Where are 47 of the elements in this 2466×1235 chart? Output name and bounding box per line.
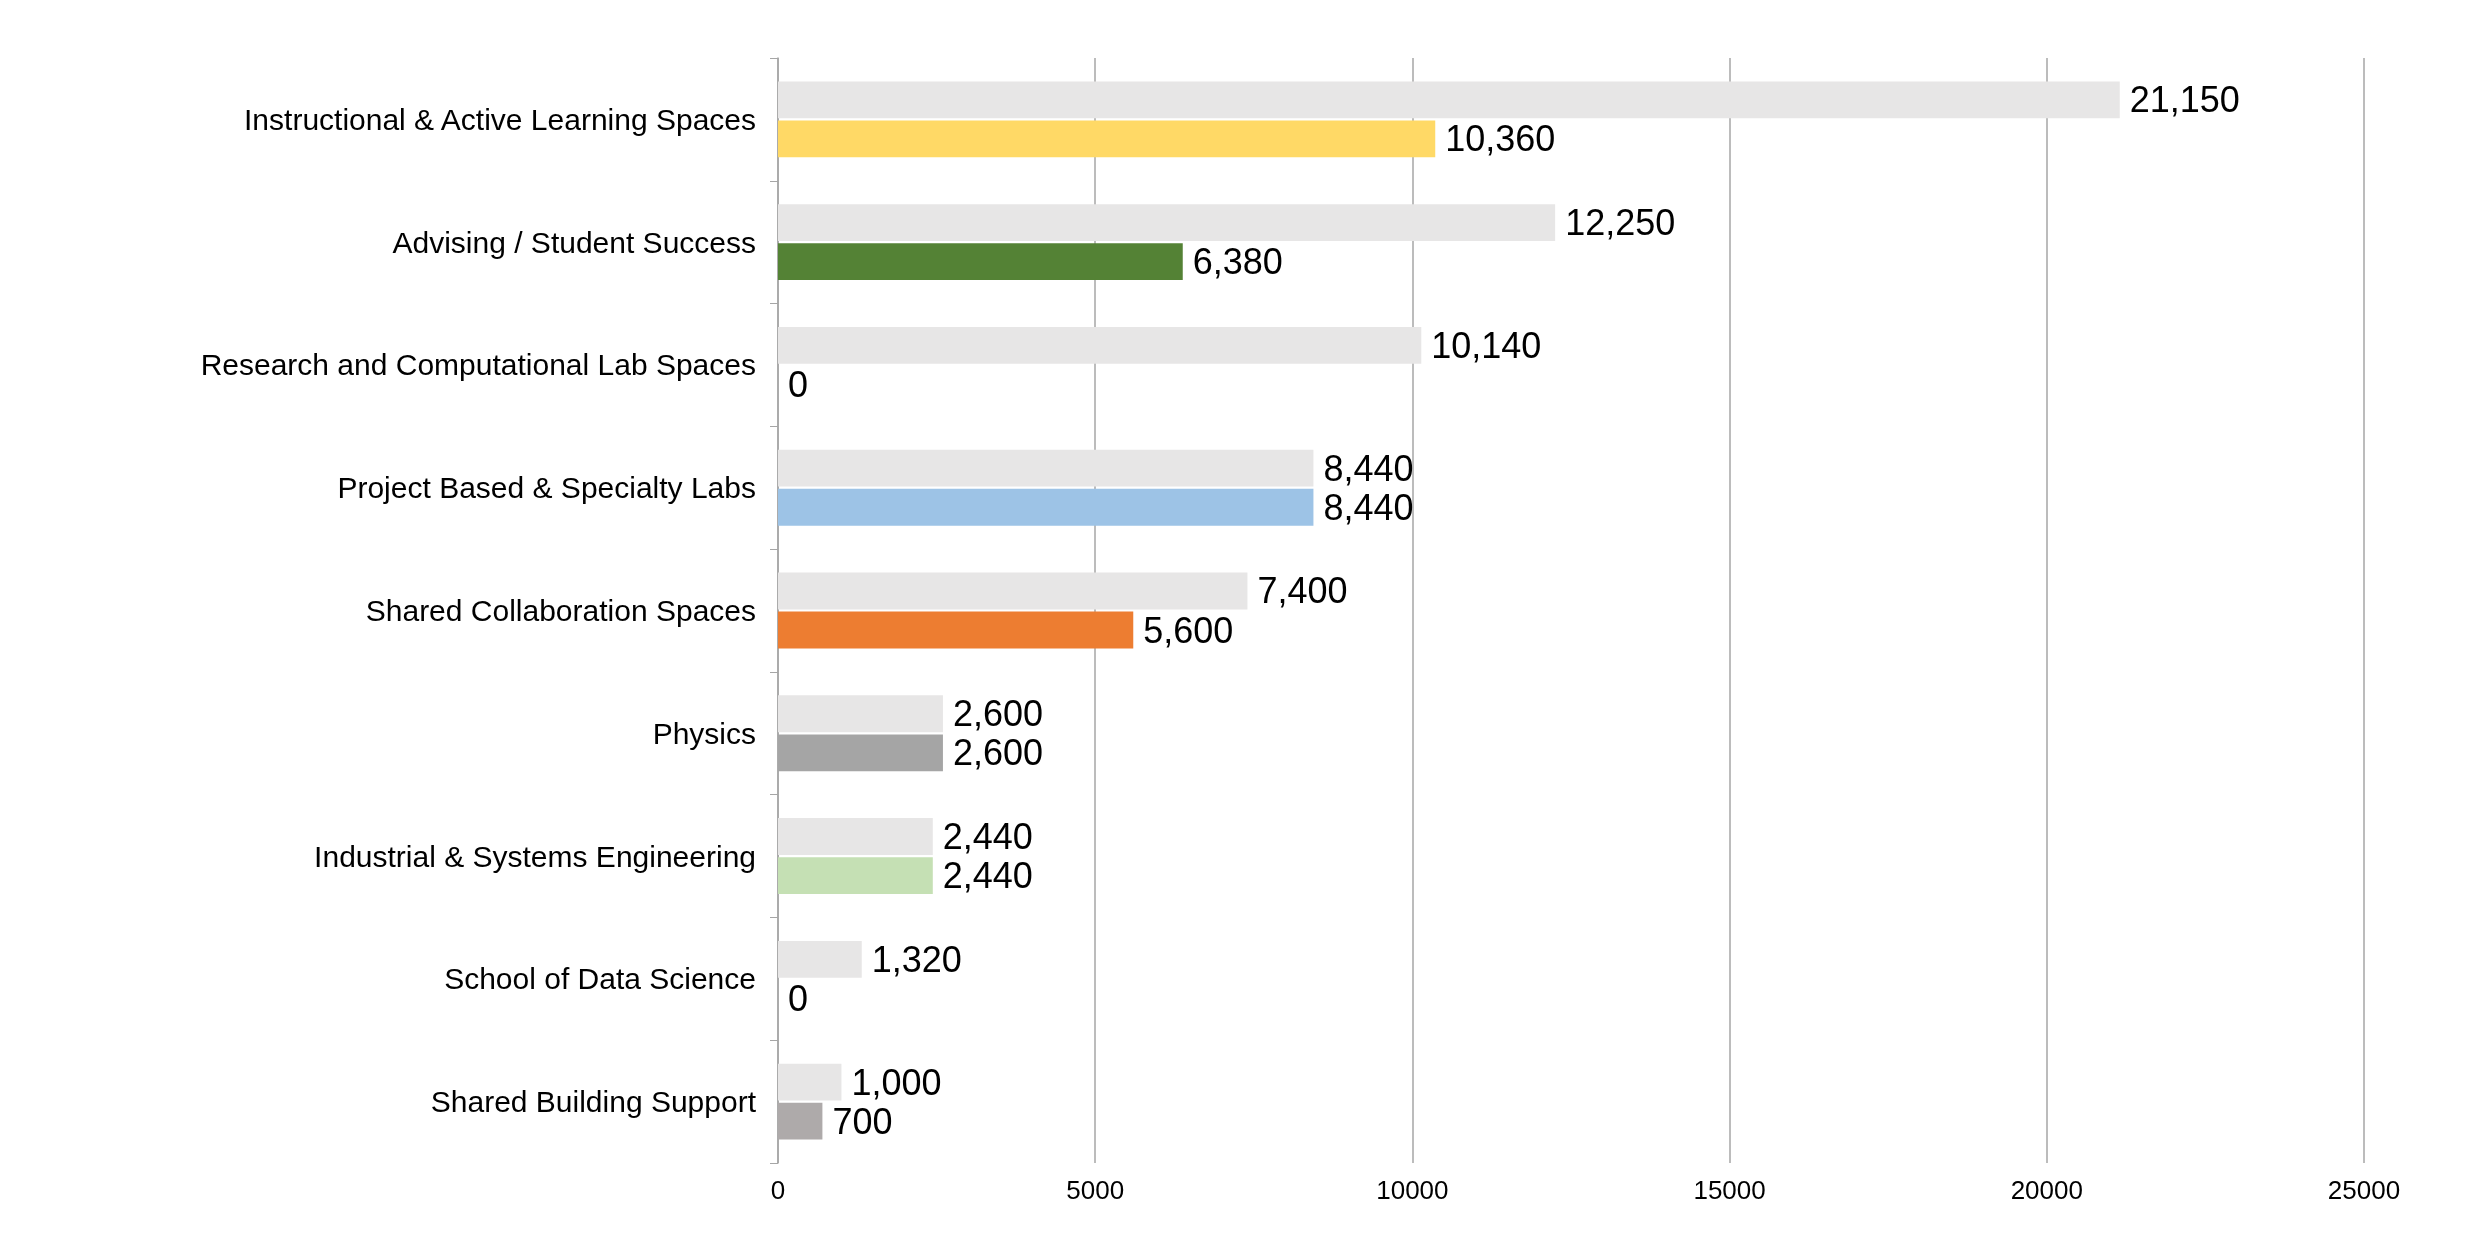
y-tick-label: Physics [652, 716, 756, 750]
bar [778, 327, 1422, 364]
x-tick-label: 20000 [2010, 1175, 2083, 1205]
bar [778, 695, 943, 733]
bar [778, 857, 933, 894]
y-tick-label: Shared Building Support [430, 1085, 757, 1119]
data-label: 7,400 [1257, 570, 1348, 612]
data-label: 2,440 [942, 816, 1033, 858]
data-label: 0 [788, 363, 809, 405]
bar [778, 611, 1134, 649]
data-label: 700 [832, 1100, 893, 1142]
data-label: 12,250 [1565, 202, 1676, 244]
data-label: 21,150 [2129, 79, 2240, 121]
bar [778, 572, 1248, 610]
x-tick-label: 10000 [1376, 1175, 1449, 1205]
x-tick-label: 15000 [1693, 1175, 1766, 1205]
bar [778, 488, 1314, 526]
bar [778, 81, 2120, 119]
data-label: 1,000 [851, 1061, 942, 1103]
bar [778, 818, 933, 855]
data-label: 6,380 [1192, 241, 1283, 283]
x-tick-label: 25000 [2327, 1175, 2401, 1205]
bar [778, 1063, 842, 1101]
data-label: 5,600 [1143, 609, 1234, 651]
data-label: 8,440 [1323, 486, 1414, 528]
y-tick-label: Project Based & Specialty Labs [337, 471, 756, 505]
data-label: 10,360 [1445, 118, 1556, 160]
data-label: 2,600 [952, 732, 1044, 774]
y-tick-label: Research and Computational Lab Spaces [200, 348, 756, 382]
bar [778, 120, 1436, 158]
y-tick-label: Industrial & Systems Engineering [314, 839, 756, 873]
data-label: 2,600 [952, 693, 1044, 735]
bar [778, 204, 1556, 242]
y-tick-label: Shared Collaboration Spaces [365, 594, 756, 627]
data-label: 10,140 [1431, 324, 1542, 366]
data-label: 0 [788, 977, 809, 1019]
y-tick-label: Advising / Student Success [392, 225, 756, 259]
bar [778, 449, 1314, 487]
data-label: 2,440 [942, 855, 1033, 897]
bar [778, 243, 1183, 281]
bar [778, 940, 862, 978]
data-label: 1,320 [871, 938, 962, 980]
x-tick-label: 0 [770, 1175, 786, 1205]
y-tick-label: Instructional & Active Learning Spaces [244, 102, 756, 136]
y-tick-label: School of Data Science [444, 962, 756, 996]
data-label: 8,440 [1323, 447, 1414, 489]
x-tick-label: 5000 [1066, 1175, 1125, 1205]
